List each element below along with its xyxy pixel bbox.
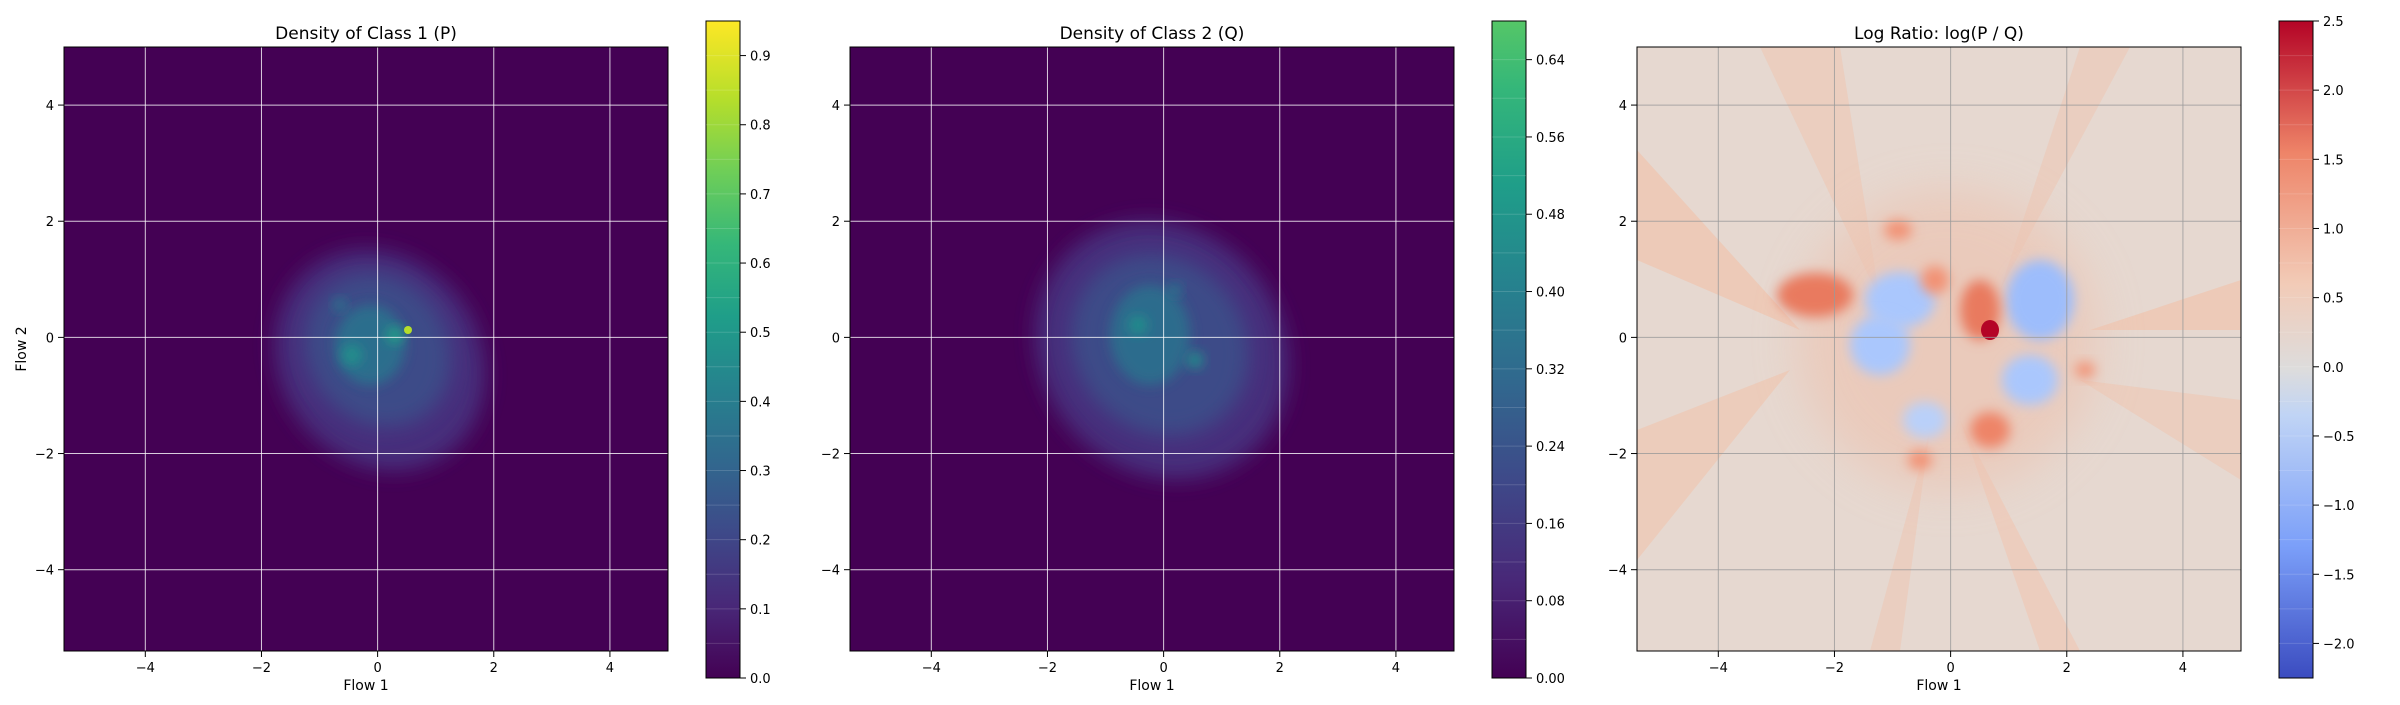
x-tick-label: 0	[1159, 661, 1167, 676]
x-axis: −4 −2 0 2 4	[1709, 651, 2187, 676]
y-tick-label: 4	[1619, 99, 1627, 114]
chart-title: Density of Class 1 (P)	[275, 24, 457, 44]
x-axis-label: Flow 1	[343, 678, 388, 694]
colorbar-tick-label: −0.5	[2323, 430, 2355, 445]
colorbar-tick-label: 0.00	[1536, 672, 1565, 687]
y-axis: −4 −2 0 2 4	[35, 99, 64, 579]
x-tick-label: 0	[373, 661, 381, 676]
density-blob	[1035, 220, 1289, 480]
colorbar-gradient	[1491, 20, 1527, 679]
x-axis-label: Flow 1	[1916, 678, 1961, 694]
x-tick-label: −2	[1038, 661, 1057, 676]
log-ratio-field	[1637, 47, 2241, 651]
colorbar-tick-label: 1.5	[2323, 153, 2344, 168]
colorbar-tick-label: 0.8	[750, 119, 771, 134]
colorbar-tick-label: 0.9	[750, 50, 771, 65]
colorbar-tick-label: 0.6	[750, 257, 771, 272]
colorbar: 0.0 0.1 0.2 0.3 0.4 0.5 0.6 0.7 0.8 0.9	[705, 20, 771, 687]
colorbar-tick-label: 0.0	[2323, 361, 2344, 376]
y-axis-label: Flow 2	[14, 326, 30, 371]
x-tick-label: −2	[1825, 661, 1844, 676]
colorbar-tick-label: 0.4	[750, 395, 771, 410]
colorbar-tick-label: 0.56	[1536, 131, 1565, 146]
y-tick-label: 2	[46, 215, 54, 230]
colorbar-tick-label: 0.08	[1536, 595, 1565, 610]
y-tick-label: 0	[1619, 331, 1627, 346]
colorbar-tick-label: 0.48	[1536, 208, 1565, 223]
x-axis-label: Flow 1	[1129, 678, 1174, 694]
colorbar-tick-label: 0.40	[1536, 286, 1565, 301]
y-tick-label: 4	[832, 99, 840, 114]
colorbar-ticks: 0.0 0.1 0.2 0.3 0.4 0.5 0.6 0.7 0.8 0.9	[706, 50, 771, 687]
colorbar-tick-label: 0.5	[2323, 292, 2344, 307]
y-tick-label: 2	[832, 215, 840, 230]
y-tick-label: 0	[46, 331, 54, 346]
x-tick-label: 4	[1392, 661, 1400, 676]
x-tick-label: 2	[490, 661, 498, 676]
y-tick-label: 4	[46, 99, 54, 114]
panel-density-q: Density of Class 2 (Q) −4 −2 0 2 4 −4 −2 0 2 4 F…	[821, 20, 1565, 694]
y-tick-label: −4	[821, 564, 840, 579]
y-tick-label: −2	[35, 448, 54, 463]
x-tick-label: 4	[606, 661, 614, 676]
colorbar-tick-label: −2.0	[2323, 637, 2355, 652]
colorbar-tick-label: 1.0	[2323, 222, 2344, 237]
colorbar-tick-label: 0.24	[1536, 440, 1565, 455]
colorbar-tick-label: 0.64	[1536, 54, 1565, 69]
y-tick-label: −4	[35, 564, 54, 579]
y-tick-label: 0	[832, 331, 840, 346]
panel-log-ratio: Log Ratio: log(P / Q)	[1608, 15, 2355, 694]
colorbar: −2.0 −1.5 −1.0 −0.5 0.0 0.5 1.0 1.5 2.0 2.5	[2278, 15, 2355, 679]
x-tick-label: 4	[2179, 661, 2187, 676]
x-tick-label: 2	[1276, 661, 1284, 676]
colorbar-tick-label: 0.16	[1536, 517, 1565, 532]
colorbar-gradient	[705, 20, 741, 679]
y-axis: −4 −2 0 2 4	[821, 99, 850, 579]
plot-frame	[63, 46, 669, 652]
panel-density-p: Density of Class 1 (P) −4 −2 0 2 4 −4 −2 0 2 4 F…	[14, 20, 771, 694]
colorbar-tick-label: 2.5	[2323, 15, 2344, 30]
chart-title: Log Ratio: log(P / Q)	[1854, 24, 2024, 44]
plot-frame	[849, 46, 1455, 652]
colorbar-tick-label: 0.7	[750, 188, 771, 203]
x-tick-label: −2	[252, 661, 271, 676]
colorbar-tick-label: −1.5	[2323, 568, 2355, 583]
x-tick-label: −4	[922, 661, 941, 676]
colorbar-tick-label: 0.32	[1536, 363, 1565, 378]
x-tick-label: −4	[1709, 661, 1728, 676]
y-axis: −4 −2 0 2 4	[1608, 99, 1637, 579]
chart-title: Density of Class 2 (Q)	[1060, 24, 1245, 44]
colorbar: 0.00 0.08 0.16 0.24 0.32 0.40 0.48 0.56 0.64	[1491, 20, 1565, 687]
y-tick-label: −4	[1608, 564, 1627, 579]
density-blob	[274, 249, 486, 471]
colorbar-tick-label: 0.2	[750, 534, 771, 549]
colorbar-tick-label: 0.1	[750, 603, 771, 618]
colorbar-tick-label: 0.0	[750, 672, 771, 687]
y-tick-label: −2	[821, 448, 840, 463]
x-tick-label: 2	[2063, 661, 2071, 676]
colorbar-tick-label: 0.5	[750, 326, 771, 341]
grid	[850, 47, 1454, 651]
x-tick-label: −4	[136, 661, 155, 676]
x-tick-label: 0	[1946, 661, 1954, 676]
y-tick-label: 2	[1619, 215, 1627, 230]
colorbar-gradient	[2278, 20, 2314, 679]
grid	[1637, 47, 2241, 651]
colorbar-ticks: −2.0 −1.5 −1.0 −0.5 0.0 0.5 1.0 1.5 2.0 2.5	[2279, 15, 2355, 652]
colorbar-ticks: 0.00 0.08 0.16 0.24 0.32 0.40 0.48 0.56 0.64	[1492, 54, 1565, 687]
x-axis: −4 −2 0 2 4	[922, 651, 1400, 676]
grid	[64, 47, 668, 651]
plot-frame	[1636, 46, 2242, 652]
x-axis: −4 −2 0 2 4	[136, 651, 614, 676]
colorbar-tick-label: 0.3	[750, 465, 771, 480]
colorbar-tick-label: 2.0	[2323, 84, 2344, 99]
y-tick-label: −2	[1608, 448, 1627, 463]
colorbar-tick-label: −1.0	[2323, 499, 2355, 514]
